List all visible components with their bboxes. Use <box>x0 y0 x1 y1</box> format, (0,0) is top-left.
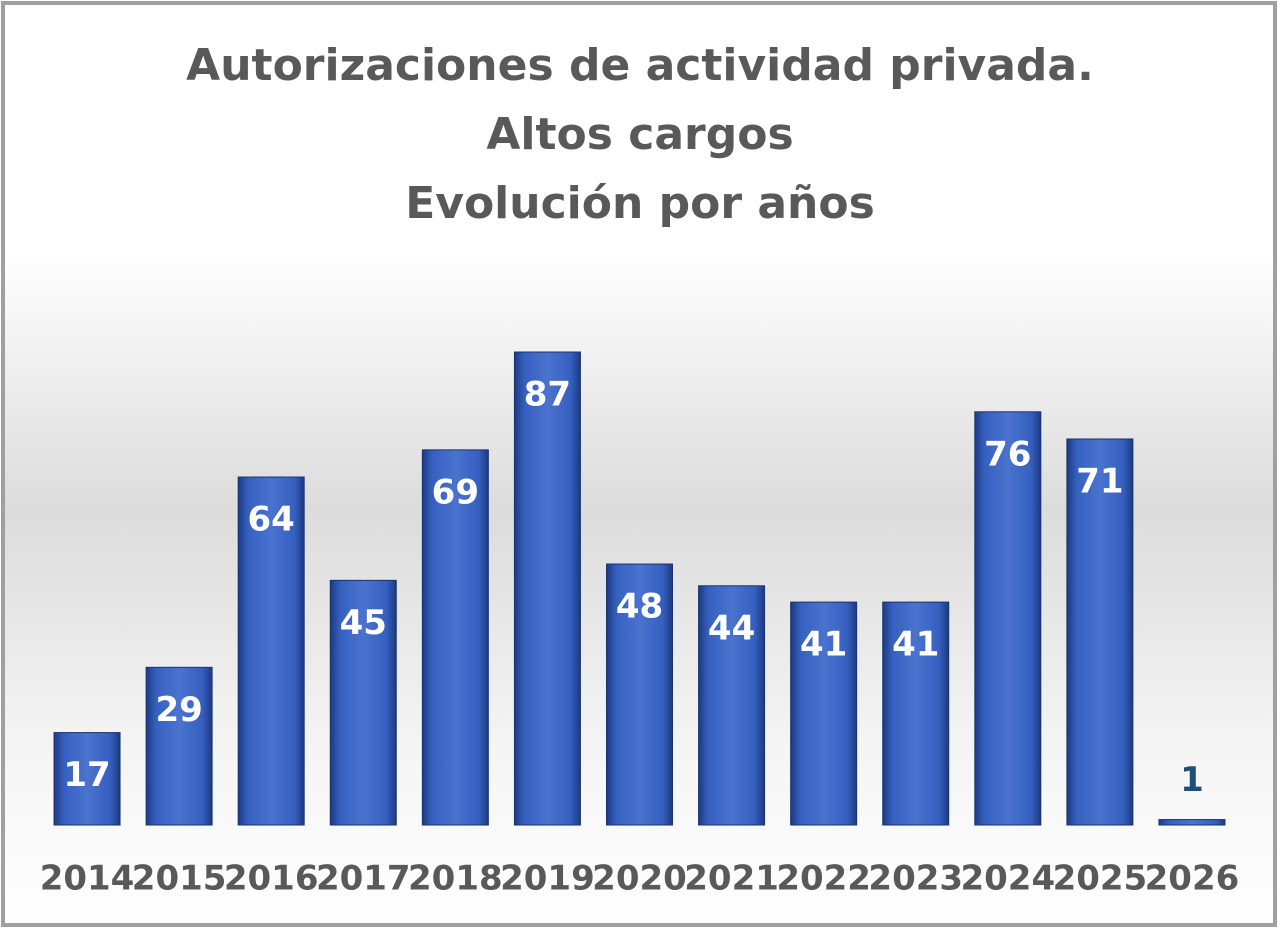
x-tick-label: 2026 <box>1145 859 1240 899</box>
x-tick-label: 2025 <box>1053 859 1148 899</box>
x-tick-label: 2017 <box>316 859 411 899</box>
x-tick-label: 2022 <box>776 859 871 899</box>
chart-title: Autorizaciones de actividad privada. <box>186 40 1094 91</box>
bar <box>882 601 950 826</box>
x-tick-label: 2020 <box>592 859 687 899</box>
x-tick-label: 2014 <box>40 859 135 899</box>
data-label: 64 <box>248 500 295 540</box>
x-tick-label: 2019 <box>500 859 595 899</box>
data-label: 45 <box>340 603 387 643</box>
bar <box>145 666 213 826</box>
data-label: 71 <box>1076 461 1123 501</box>
x-tick-label: 2015 <box>132 859 227 899</box>
data-label: 76 <box>984 434 1031 474</box>
data-label: 17 <box>63 755 110 795</box>
bar <box>513 351 581 826</box>
data-label: 69 <box>432 472 479 512</box>
bar <box>1066 438 1134 826</box>
bar <box>698 585 766 826</box>
bar <box>421 449 489 826</box>
data-label: 29 <box>155 690 202 730</box>
data-label: 48 <box>616 587 663 627</box>
x-tick-label: 2024 <box>960 859 1055 899</box>
bar <box>606 563 673 826</box>
data-label: 87 <box>524 375 571 415</box>
x-tick-label: 2021 <box>684 859 779 899</box>
bar <box>329 579 397 826</box>
bar <box>1158 819 1226 826</box>
chart-title: Evolución por años <box>405 178 875 229</box>
chart-title: Altos cargos <box>486 109 793 160</box>
data-label: 44 <box>708 608 755 648</box>
x-tick-label: 2023 <box>868 859 963 899</box>
x-tick-label: 2018 <box>408 859 503 899</box>
bar <box>790 601 858 826</box>
bar <box>237 476 305 826</box>
x-tick-label: 2016 <box>224 859 319 899</box>
bar <box>53 732 121 826</box>
bar <box>974 411 1042 826</box>
data-label: 41 <box>892 625 939 665</box>
data-label: 1 <box>1180 760 1204 800</box>
data-label: 41 <box>800 625 847 665</box>
